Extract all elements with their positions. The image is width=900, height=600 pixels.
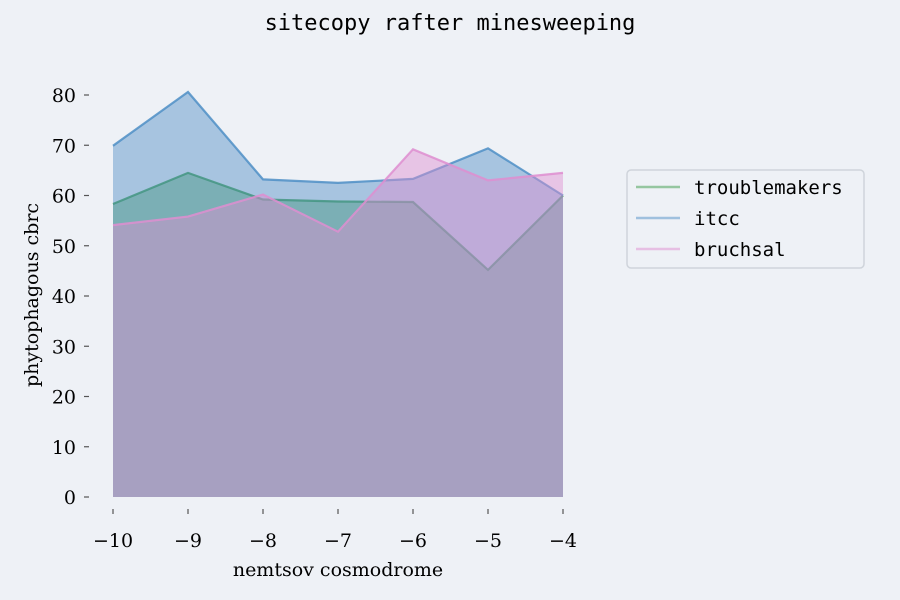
x-tick-label: −5 — [474, 530, 502, 552]
x-tick-label: −9 — [174, 530, 202, 552]
x-tick-label: −4 — [549, 530, 577, 552]
legend-label-bruchsal: bruchsal — [694, 239, 786, 261]
area-fill-itcc — [113, 92, 563, 497]
x-tick-label: −10 — [93, 530, 133, 552]
y-tick-label: 40 — [52, 286, 76, 308]
y-tick-label: 30 — [52, 336, 76, 358]
x-tick-label: −7 — [324, 530, 352, 552]
y-tick-label: 70 — [52, 135, 76, 157]
plot-areas — [112, 90, 564, 498]
x-tick-label: −8 — [249, 530, 277, 552]
x-axis-label: nemtsov cosmodrome — [233, 559, 443, 581]
legend-box — [626, 169, 865, 269]
x-axis: −10 −9 −8 −7 −6 −5 −4 — [93, 509, 577, 552]
series-line-itcc — [112, 90, 564, 197]
legend-label-itcc: itcc — [694, 208, 740, 230]
series-line-bruchsal — [112, 147, 564, 234]
legend-label-troublemakers: troublemakers — [694, 177, 843, 199]
series-line-troublemakers — [112, 171, 564, 272]
area-fill-bruchsal — [113, 149, 563, 498]
y-tick-label: 50 — [52, 236, 76, 258]
y-tick-label: 0 — [64, 487, 76, 509]
y-tick-label: 80 — [52, 85, 76, 107]
x-tick-label: −6 — [399, 530, 427, 552]
y-tick-label: 60 — [52, 186, 76, 208]
y-axis-label: phytophagous cbrc — [21, 203, 43, 387]
legend: troublemakers itcc bruchsal — [626, 169, 865, 269]
y-tick-label: 10 — [52, 437, 76, 459]
chart-title: sitecopy rafter minesweeping — [265, 11, 636, 36]
area-fill-troublemakers — [113, 172, 563, 497]
y-tick-label: 20 — [52, 387, 76, 409]
y-axis: 0 10 20 30 40 50 60 70 80 — [52, 85, 89, 509]
